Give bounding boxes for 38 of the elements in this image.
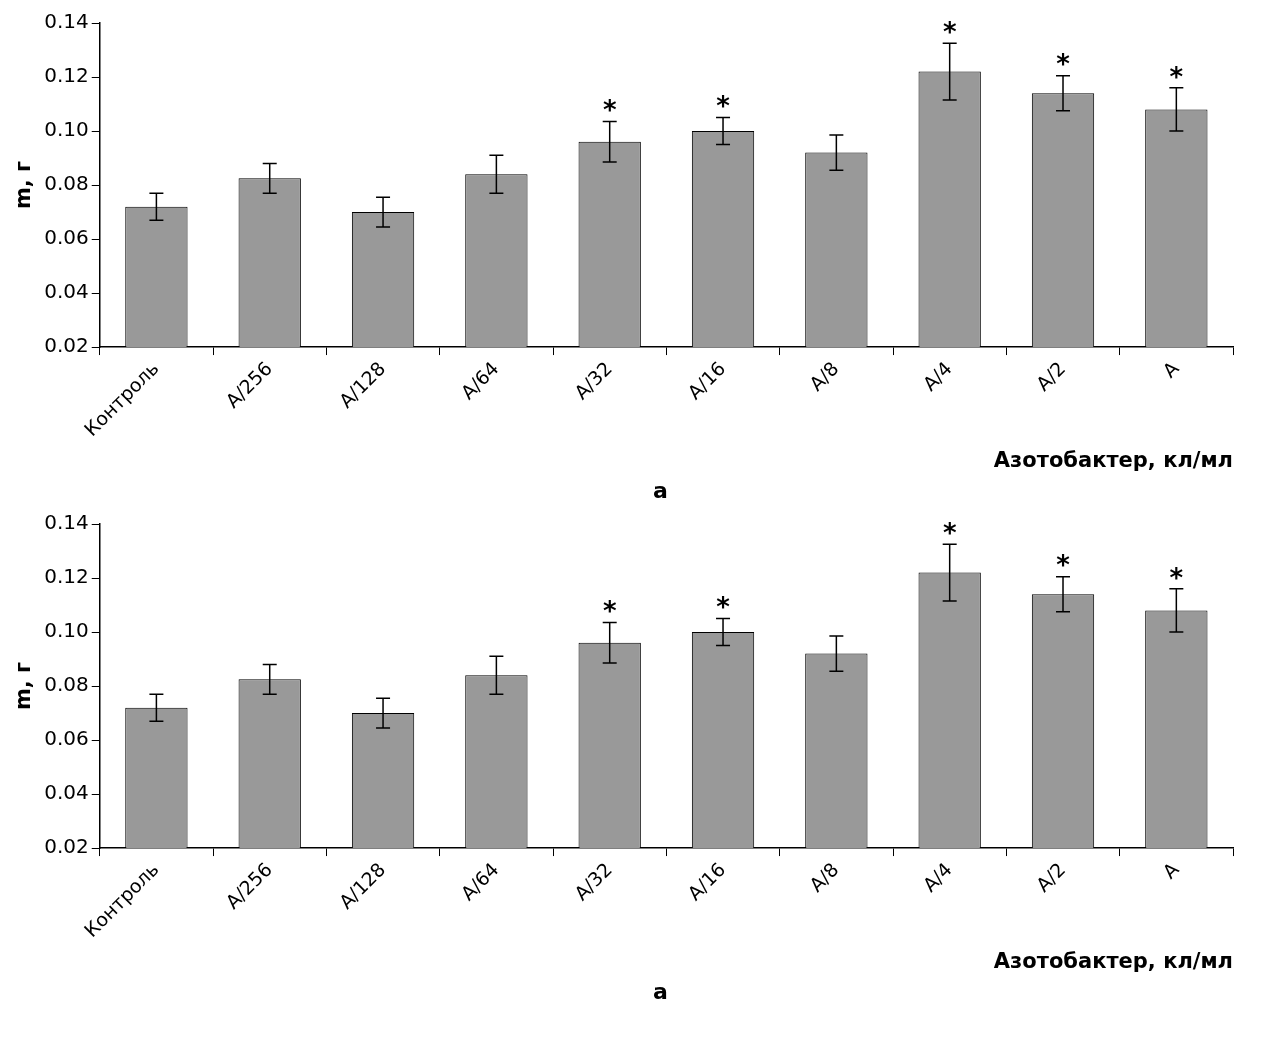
y-tick-label: 0.10: [44, 117, 89, 142]
y-tick-label: 0.10: [44, 618, 89, 643]
y-tick-label: 0.06: [44, 726, 89, 751]
x-tick-label: A/2: [1031, 356, 1070, 395]
annotation: *: [1169, 562, 1184, 593]
y-axis-title: m, г: [11, 661, 36, 711]
annotation: *: [716, 91, 731, 122]
annotation: *: [602, 596, 617, 627]
x-tick-label: A/4: [918, 857, 956, 896]
annotation: *: [1056, 550, 1071, 581]
y-tick-label: 0.02: [44, 333, 89, 358]
annotation: *: [942, 518, 957, 548]
x-tick-label: A: [1157, 356, 1183, 382]
y-tick-label: 0.06: [44, 225, 89, 250]
x-tick-label: A: [1157, 857, 1183, 883]
y-tick-label: 0.14: [44, 510, 89, 535]
x-tick-label: A/8: [804, 356, 843, 395]
y-tick-label: 0.08: [44, 672, 89, 697]
annotation: *: [1056, 49, 1071, 80]
y-tick-label: 0.04: [44, 780, 89, 805]
annotation: *: [1169, 61, 1184, 92]
y-tick-label: 0.14: [44, 9, 89, 34]
x-tick-label: A/8: [804, 857, 843, 896]
x-axis-title: Азотобактер, кл/мл: [993, 447, 1233, 472]
text: а: [652, 478, 669, 503]
x-tick-label: A/2: [1031, 857, 1070, 896]
y-tick-label: 0.08: [44, 171, 89, 196]
y-axis-title: m, г: [11, 160, 36, 210]
text: а: [652, 979, 669, 1004]
y-tick-label: 0.02: [44, 834, 89, 859]
x-axis-title: Азотобактер, кл/мл: [993, 948, 1233, 973]
y-tick-label: 0.12: [44, 564, 89, 589]
y-tick-label: 0.04: [44, 279, 89, 304]
annotation: *: [602, 95, 617, 126]
x-tick-label: A/4: [918, 356, 956, 395]
y-tick-label: 0.12: [44, 63, 89, 88]
annotation: *: [942, 17, 957, 47]
annotation: *: [716, 592, 731, 623]
